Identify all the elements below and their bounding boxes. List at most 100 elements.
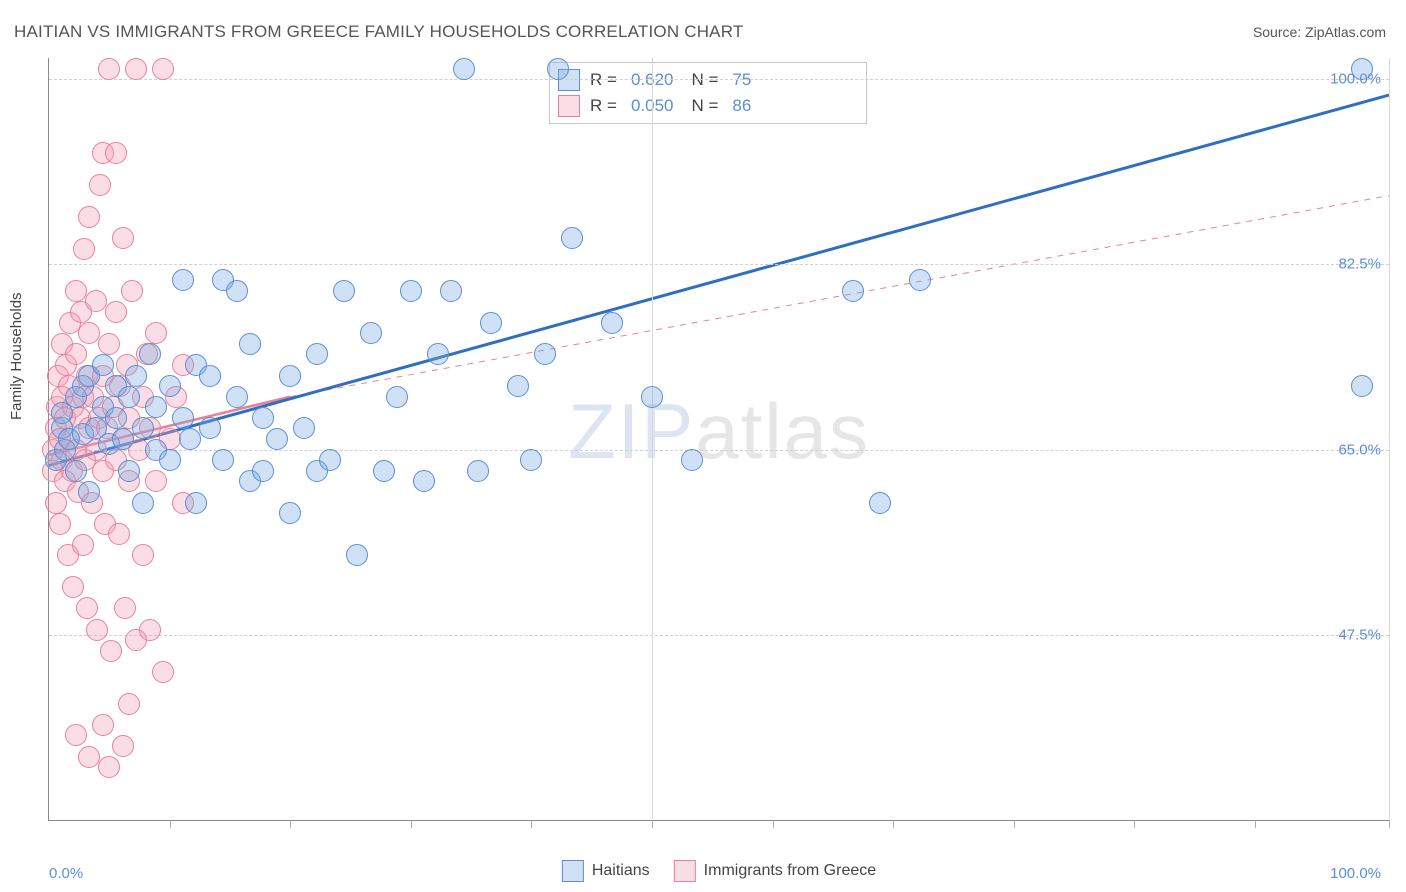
- scatter-point-blue: [279, 365, 301, 387]
- scatter-point-pink: [65, 724, 87, 746]
- scatter-point-blue: [279, 502, 301, 524]
- scatter-point-blue: [400, 280, 422, 302]
- scatter-point-blue: [520, 449, 542, 471]
- scatter-point-blue: [427, 343, 449, 365]
- series-legend-item-pink: Immigrants from Greece: [674, 860, 876, 882]
- scatter-point-blue: [293, 417, 315, 439]
- scatter-point-blue: [185, 492, 207, 514]
- x-tick: [1389, 820, 1390, 828]
- watermark-atlas: atlas: [695, 387, 870, 475]
- scatter-point-pink: [85, 290, 107, 312]
- legend-r-value-pink: 0.050: [627, 96, 682, 116]
- x-axis-label-min: 0.0%: [49, 865, 83, 882]
- scatter-point-pink: [145, 470, 167, 492]
- y-tick-label: 65.0%: [1338, 441, 1381, 458]
- scatter-point-blue: [212, 449, 234, 471]
- x-gridline: [1389, 58, 1390, 820]
- scatter-point-blue: [869, 492, 891, 514]
- scatter-point-pink: [152, 58, 174, 80]
- scatter-point-blue: [842, 280, 864, 302]
- scatter-point-pink: [49, 513, 71, 535]
- scatter-point-blue: [909, 269, 931, 291]
- scatter-point-blue: [1351, 58, 1373, 80]
- y-axis-label: Family Households: [8, 292, 25, 420]
- scatter-point-blue: [118, 460, 140, 482]
- x-axis-label-max: 100.0%: [1330, 865, 1381, 882]
- scatter-point-pink: [139, 619, 161, 641]
- series-legend: Haitians Immigrants from Greece: [562, 860, 876, 882]
- scatter-point-pink: [145, 322, 167, 344]
- scatter-point-pink: [62, 576, 84, 598]
- scatter-point-blue: [480, 312, 502, 334]
- scatter-point-blue: [601, 312, 623, 334]
- x-tick: [773, 820, 774, 828]
- scatter-point-pink: [125, 58, 147, 80]
- scatter-point-blue: [252, 407, 274, 429]
- scatter-point-pink: [72, 534, 94, 556]
- scatter-point-blue: [132, 417, 154, 439]
- y-gridline: [49, 79, 1389, 80]
- legend-n-value-pink: 86: [728, 96, 759, 116]
- scatter-point-pink: [114, 597, 136, 619]
- x-tick: [893, 820, 894, 828]
- scatter-point-pink: [98, 333, 120, 355]
- scatter-point-pink: [45, 492, 67, 514]
- scatter-point-blue: [125, 365, 147, 387]
- scatter-point-pink: [108, 523, 130, 545]
- legend-r-label: R =: [590, 96, 617, 116]
- x-tick: [1014, 820, 1015, 828]
- scatter-point-pink: [92, 714, 114, 736]
- scatter-point-blue: [92, 354, 114, 376]
- scatter-point-blue: [319, 449, 341, 471]
- scatter-point-pink: [78, 746, 100, 768]
- scatter-point-blue: [333, 280, 355, 302]
- scatter-point-blue: [145, 396, 167, 418]
- y-gridline: [49, 635, 1389, 636]
- swatch-pink: [674, 860, 696, 882]
- scatter-point-blue: [239, 333, 261, 355]
- scatter-point-pink: [132, 544, 154, 566]
- scatter-point-blue: [78, 481, 100, 503]
- source-attribution: Source: ZipAtlas.com: [1253, 24, 1386, 40]
- y-tick-label: 82.5%: [1338, 256, 1381, 273]
- scatter-point-blue: [467, 460, 489, 482]
- scatter-point-pink: [73, 238, 95, 260]
- scatter-point-blue: [681, 449, 703, 471]
- scatter-point-blue: [159, 449, 181, 471]
- scatter-point-pink: [105, 301, 127, 323]
- scatter-point-blue: [132, 492, 154, 514]
- trend-line: [49, 95, 1389, 465]
- y-gridline: [49, 264, 1389, 265]
- scatter-point-blue: [373, 460, 395, 482]
- watermark: ZIPatlas: [568, 386, 870, 477]
- scatter-point-blue: [199, 417, 221, 439]
- chart-title: HAITIAN VS IMMIGRANTS FROM GREECE FAMILY…: [14, 22, 743, 42]
- scatter-point-pink: [89, 174, 111, 196]
- scatter-point-pink: [86, 619, 108, 641]
- x-tick: [652, 820, 653, 828]
- scatter-point-blue: [641, 386, 663, 408]
- scatter-point-blue: [226, 280, 248, 302]
- plot-area: ZIPatlas R = 0.620 N = 75 R = 0.050 N = …: [48, 58, 1389, 821]
- scatter-point-blue: [172, 269, 194, 291]
- watermark-zip: ZIP: [568, 387, 695, 475]
- scatter-point-blue: [199, 365, 221, 387]
- scatter-point-blue: [346, 544, 368, 566]
- x-gridline: [652, 58, 653, 820]
- scatter-point-blue: [179, 428, 201, 450]
- scatter-point-pink: [98, 58, 120, 80]
- swatch-blue: [562, 860, 584, 882]
- scatter-point-blue: [118, 386, 140, 408]
- scatter-point-blue: [172, 407, 194, 429]
- correlation-legend-row-pink: R = 0.050 N = 86: [558, 93, 858, 119]
- y-tick-label: 47.5%: [1338, 626, 1381, 643]
- scatter-point-blue: [159, 375, 181, 397]
- scatter-point-blue: [252, 460, 274, 482]
- scatter-point-blue: [65, 460, 87, 482]
- scatter-point-blue: [139, 343, 161, 365]
- scatter-point-blue: [112, 428, 134, 450]
- scatter-point-pink: [100, 640, 122, 662]
- scatter-point-blue: [226, 386, 248, 408]
- scatter-point-pink: [98, 756, 120, 778]
- swatch-pink: [558, 95, 580, 117]
